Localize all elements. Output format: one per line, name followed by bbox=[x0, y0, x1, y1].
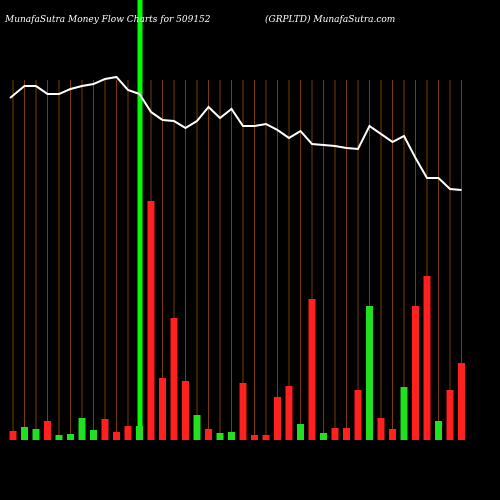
bar bbox=[101, 419, 109, 440]
chart-subtitle: (GRPLTD) MunafaSutra.com bbox=[265, 14, 395, 25]
bar bbox=[159, 378, 166, 440]
bar bbox=[400, 387, 408, 440]
bar bbox=[343, 428, 350, 440]
bar bbox=[366, 306, 373, 440]
bar bbox=[9, 431, 17, 440]
bar bbox=[147, 201, 155, 440]
bar bbox=[389, 429, 396, 440]
bar bbox=[354, 390, 362, 440]
bar bbox=[90, 430, 97, 440]
bar bbox=[216, 433, 224, 440]
bar bbox=[124, 426, 132, 440]
bar bbox=[274, 397, 281, 440]
money-flow-line bbox=[9, 75, 462, 191]
bar bbox=[32, 429, 40, 440]
bar bbox=[239, 383, 247, 440]
bar bbox=[412, 306, 419, 440]
bar bbox=[21, 427, 28, 440]
bar bbox=[435, 421, 442, 440]
bar bbox=[297, 424, 304, 440]
bar bbox=[331, 428, 339, 440]
bar bbox=[170, 318, 178, 440]
bar bbox=[377, 418, 385, 440]
bar bbox=[44, 421, 51, 440]
bar bbox=[285, 386, 293, 440]
bar bbox=[262, 435, 270, 440]
bar bbox=[251, 435, 258, 440]
bar bbox=[308, 299, 316, 440]
chart-title: MunafaSutra Money Flow Charts for 509152 bbox=[4, 15, 211, 25]
bar bbox=[55, 435, 63, 440]
bar bbox=[193, 415, 201, 440]
bar bbox=[320, 433, 327, 440]
bar bbox=[228, 432, 235, 440]
bar bbox=[136, 426, 143, 440]
bar bbox=[446, 390, 454, 440]
bar bbox=[67, 434, 74, 440]
bar bbox=[78, 418, 86, 440]
bar bbox=[458, 363, 465, 440]
bar bbox=[182, 381, 189, 440]
bar bbox=[205, 429, 212, 440]
bar bbox=[423, 276, 431, 440]
bar bbox=[113, 432, 120, 440]
